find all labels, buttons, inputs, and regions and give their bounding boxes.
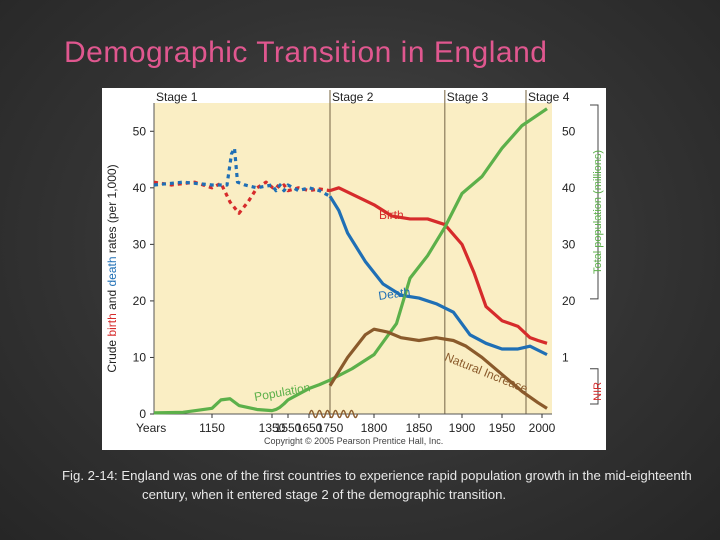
y-left-tick-label: 0 xyxy=(139,407,146,421)
natural-increase-line xyxy=(328,327,548,410)
population-line xyxy=(153,107,548,415)
stage-label-2: Stage 2 xyxy=(332,90,374,104)
death-line xyxy=(328,195,548,357)
figure-caption: Fig. 2-14: England was one of the first … xyxy=(62,468,692,502)
stage-label-3: Stage 3 xyxy=(447,90,489,104)
y-right-tick-label: 20 xyxy=(562,294,576,308)
x-tick-label: 1800 xyxy=(361,421,388,435)
stage-label-4: Stage 4 xyxy=(528,90,570,104)
y-left-axis-label-part: Crude xyxy=(105,337,119,373)
axis-break-mark xyxy=(308,409,359,419)
y-left-axis-label-part: death xyxy=(105,256,119,286)
y-right-tick-label: 1 xyxy=(562,350,569,364)
x-tick-label: 1750 xyxy=(317,421,344,435)
death-label: Death xyxy=(377,285,411,303)
chart-frame: Stage 1 Stage 2 Stage 3 Stage 4 0 10 20 30 40 50 Y… xyxy=(102,88,606,450)
y-right-tick-label: 50 xyxy=(562,124,576,138)
x-tick-label: 1550 xyxy=(275,421,302,435)
birth-line xyxy=(329,186,548,345)
slide-title: Demographic Transition in England xyxy=(64,36,548,69)
y-right-axis-label: Total population (millions) xyxy=(592,150,604,274)
y-right-tick-label: 40 xyxy=(562,181,576,195)
demographic-transition-chart: Stage 1 Stage 2 Stage 3 Stage 4 0 10 20 30 40 50 Y… xyxy=(102,88,606,450)
y-left-tick-label: 20 xyxy=(133,294,147,308)
x-tick-label: 2000 xyxy=(529,421,556,435)
y-left-axis-label-part: and xyxy=(105,287,119,314)
copyright-note: Copyright © 2005 Pearson Prentice Hall, … xyxy=(264,436,443,446)
x-tick-label: 1950 xyxy=(489,421,516,435)
y-left-axis-label: Crude birth and death rates (per 1,000) xyxy=(105,164,119,372)
x-tick-label: 1350 xyxy=(259,421,286,435)
y-left-tick-label: 50 xyxy=(133,124,147,138)
y-left-tick-label: 30 xyxy=(133,237,147,251)
y-left-axis-label-part: rates (per 1,000) xyxy=(105,164,119,256)
x-axis-label: Years xyxy=(136,421,166,435)
birth-line-dashed xyxy=(153,180,331,215)
x-tick-label: 1900 xyxy=(449,421,476,435)
y-left-tick-label: 10 xyxy=(133,350,147,364)
y-left-axis-label-part: birth xyxy=(105,313,119,336)
nir-bracket xyxy=(590,368,599,405)
y-right-tick-label: 30 xyxy=(562,237,576,251)
x-tick-label: 1150 xyxy=(199,421,225,435)
nir-axis-label: NIR xyxy=(592,382,604,401)
x-tick-label: 1850 xyxy=(406,421,433,435)
y-left-tick-label: 40 xyxy=(133,181,147,195)
stage-label-1: Stage 1 xyxy=(156,90,198,104)
x-tick-label: 1650 xyxy=(296,421,323,435)
population-bracket xyxy=(590,104,599,300)
birth-label: Birth xyxy=(379,208,404,222)
